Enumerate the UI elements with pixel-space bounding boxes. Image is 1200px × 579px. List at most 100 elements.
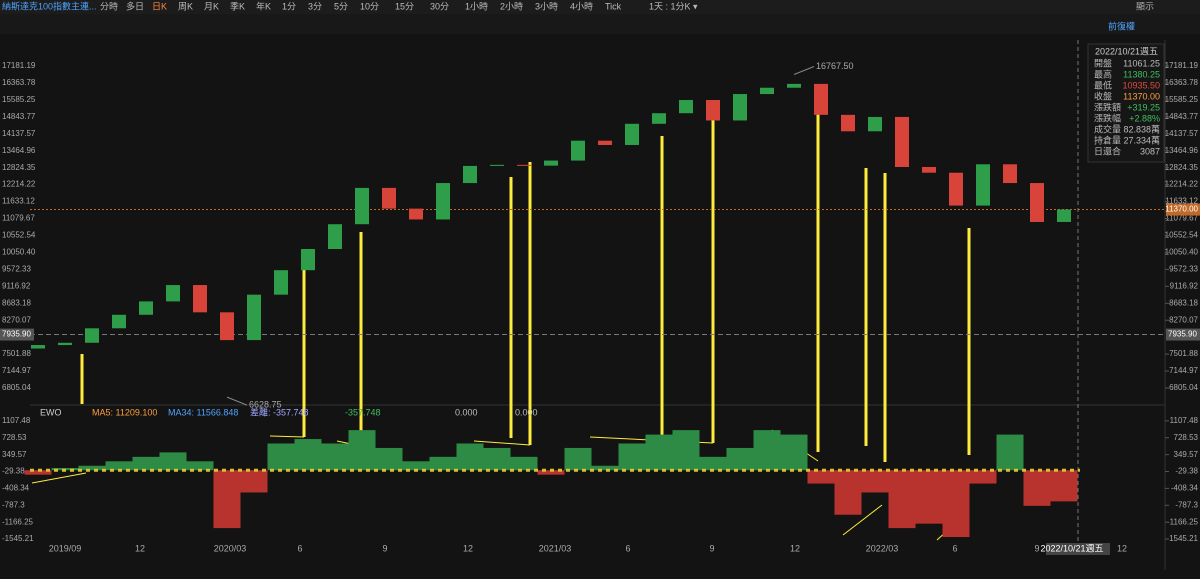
symbol[interactable]: 納斯達克100指數主連...: [2, 0, 97, 11]
ewo-bar: [942, 470, 970, 538]
ewo-bar: [348, 430, 376, 471]
ind-tick-label: -408.34: [2, 484, 30, 493]
y-tick-label-right: 7501.88: [1169, 349, 1198, 358]
period-tab[interactable]: 日K: [152, 1, 167, 11]
candle: [571, 140, 585, 161]
ewo-bar: [915, 470, 943, 524]
ewo-bar: [564, 447, 592, 471]
period-tab[interactable]: 周K: [178, 1, 193, 11]
candle: [490, 164, 504, 166]
indicator-label: 差離: -357.748: [250, 406, 309, 417]
info-panel-bg: [1087, 43, 1165, 163]
ewo-bar: [726, 447, 754, 471]
candle: [85, 328, 99, 343]
period-tab[interactable]: 30分: [430, 1, 449, 11]
candle: [706, 100, 720, 121]
ewo-bar: [375, 447, 403, 471]
info-value: 27.334萬: [1123, 134, 1160, 145]
y-tick-label: 9572.33: [2, 264, 31, 273]
period-tab[interactable]: 10分: [360, 1, 379, 11]
y-tick-label: 12824.35: [2, 163, 36, 172]
period-tab[interactable]: 分時: [100, 1, 118, 11]
candle: [247, 294, 261, 341]
y-tick-label: 8270.07: [2, 315, 31, 324]
candle: [922, 166, 936, 173]
info-label: 漲跌幅: [1094, 112, 1121, 123]
y-tick-label-right: 13464.96: [1165, 146, 1199, 155]
ind-tick-label: -787.3: [2, 500, 25, 509]
period-tab[interactable]: 5分: [334, 1, 348, 11]
ind-tick-label-right: -1166.25: [1167, 517, 1199, 526]
period-tab[interactable]: 4小時: [570, 1, 593, 11]
period-tab[interactable]: 月K: [204, 1, 219, 11]
period-tab[interactable]: 3小時: [535, 1, 558, 11]
ewo-bar: [294, 439, 322, 471]
x-tick-label: 2021/03: [539, 543, 572, 553]
candle: [328, 224, 342, 249]
x-tick-label: 12: [790, 543, 800, 553]
y-tick-label-right: 14137.57: [1165, 129, 1199, 138]
ewo-bar: [78, 465, 106, 471]
candle: [733, 94, 747, 121]
period-tab[interactable]: 1天 : 1分K ▾: [649, 1, 698, 11]
period-tab[interactable]: 1小時: [465, 1, 488, 11]
current-price-box: [1166, 203, 1200, 216]
x-tick-label: 9: [382, 543, 387, 553]
y-tick-label: 16363.78: [2, 78, 36, 87]
period-tab[interactable]: 3分: [308, 1, 322, 11]
candle: [814, 83, 828, 115]
y-tick-label: 13464.96: [2, 146, 36, 155]
ewo-bar: [699, 456, 727, 471]
candle: [463, 165, 477, 184]
ewo-bar: [213, 470, 241, 529]
high-label: 16767.50: [816, 61, 854, 71]
candle: [31, 345, 45, 349]
trend-lines: [31, 429, 970, 541]
low-label: 6628.75: [249, 399, 282, 409]
candle: [436, 183, 450, 220]
ewo-bar: [672, 430, 700, 471]
indicator-label: -357.748: [345, 407, 381, 417]
ewo-bar: [456, 443, 484, 471]
period-tab[interactable]: Tick: [605, 1, 622, 11]
display-button[interactable]: 顯示: [1136, 1, 1154, 11]
y-tick-label: 8683.18: [2, 298, 31, 307]
ewo-bar: [618, 443, 646, 471]
candle: [598, 140, 612, 145]
y-tick-label-right: 9116.92: [1170, 281, 1199, 290]
ewo-bar: [807, 470, 835, 484]
toolbar2-bg: [0, 14, 1200, 34]
info-value: +2.88%: [1129, 113, 1160, 123]
y-tick-label-right: 11079.67: [1165, 214, 1198, 223]
candle: [679, 100, 693, 114]
ewo-bar: [645, 434, 673, 471]
period-tab[interactable]: 2小時: [500, 1, 523, 11]
ind-tick-label-right: -1545.21: [1166, 534, 1198, 543]
candle: [895, 116, 909, 167]
ind-tick-label: 728.53: [2, 433, 27, 442]
period-tab[interactable]: 季K: [230, 0, 245, 11]
period-tab[interactable]: 多日: [126, 0, 144, 11]
crosshair-box: [0, 328, 34, 341]
info-label: 最低: [1094, 79, 1112, 90]
ind-tick-label-right: 349.57: [1174, 450, 1199, 459]
y-tick-label-right: 16363.78: [1165, 78, 1199, 87]
candle: [517, 164, 531, 166]
candle: [193, 285, 207, 313]
y-tick-label-right: 17181.19: [1165, 61, 1199, 70]
y-tick-label-right: 15585.25: [1165, 95, 1199, 104]
adjust-button[interactable]: 前復權: [1108, 20, 1135, 31]
period-tab[interactable]: 1分: [282, 1, 296, 11]
x-tick-label: 12: [463, 543, 473, 553]
period-tab[interactable]: 年K: [256, 0, 271, 11]
candle: [1057, 209, 1071, 222]
toolbar-bg: [0, 0, 1200, 14]
x-tick-label: 12: [1117, 543, 1127, 553]
info-label: 日還合: [1094, 145, 1121, 156]
ewo-bar: [321, 443, 349, 471]
candle: [544, 160, 558, 166]
candle: [220, 312, 234, 341]
period-tab[interactable]: 15分: [395, 1, 414, 11]
info-label: 最高: [1094, 68, 1112, 79]
info-value: +319.25: [1127, 102, 1160, 112]
